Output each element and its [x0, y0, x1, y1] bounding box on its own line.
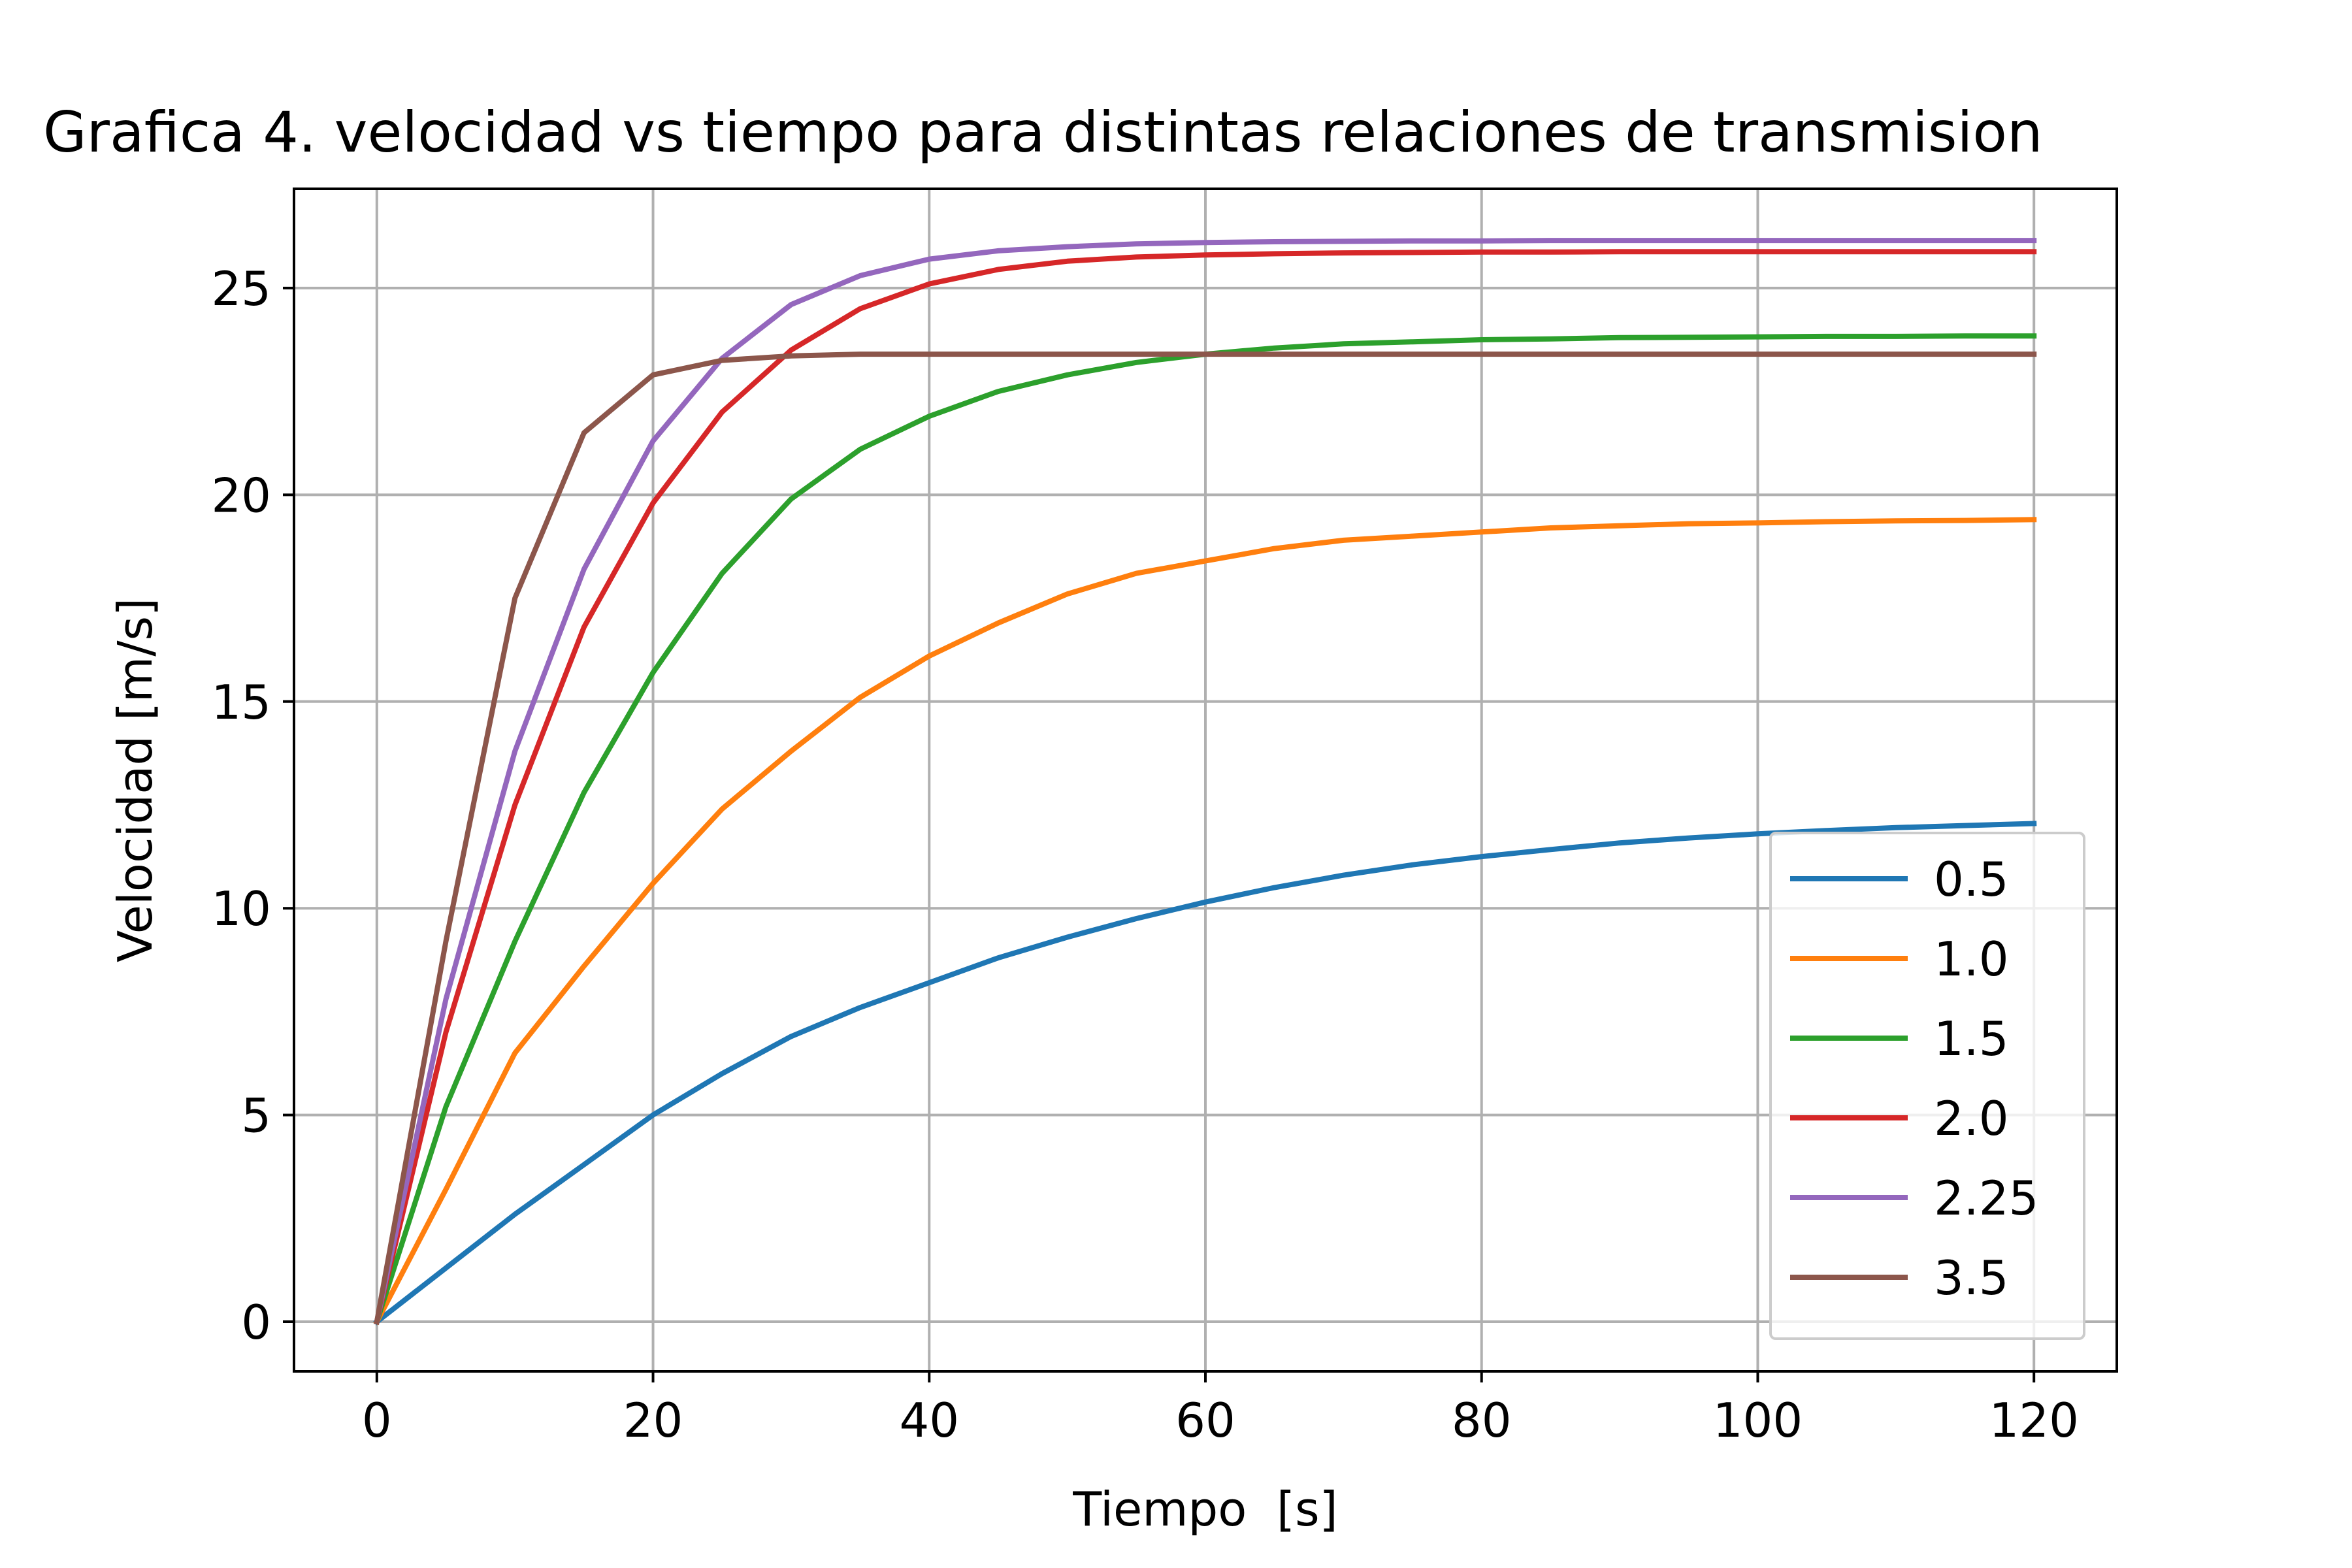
- legend-box: [1769, 832, 2085, 1340]
- legend-label: 1.5: [1934, 1011, 2009, 1066]
- x-axis-label: Tiempo [s]: [1072, 1482, 1337, 1537]
- x-tick-label: 120: [1989, 1393, 2078, 1448]
- y-tick-label: 25: [211, 261, 271, 316]
- x-tick-label: 40: [899, 1393, 959, 1448]
- y-tick-label: 0: [241, 1295, 271, 1350]
- axis-ticks: 0 20 40 60 80 100 120 0 5 10 15 20 25: [211, 261, 2079, 1448]
- x-tick-label: 60: [1175, 1393, 1235, 1448]
- legend: 0.5 1.0 1.5 2.0 2.25 3.5: [1769, 832, 2085, 1340]
- legend-label: 3.5: [1934, 1250, 2009, 1305]
- chart-title: Grafica 4. velocidad vs tiempo para dist…: [43, 100, 2043, 165]
- series-line-2.0: [373, 249, 2037, 1325]
- series-lines: [373, 238, 2037, 1326]
- x-tick-label: 0: [362, 1393, 392, 1448]
- y-tick-label: 10: [211, 881, 271, 936]
- legend-label: 0.5: [1934, 852, 2009, 907]
- legend-label: 2.0: [1934, 1091, 2009, 1146]
- x-tick-label: 20: [623, 1393, 683, 1448]
- y-axis-label: Velocidad [m/s]: [108, 598, 163, 962]
- x-tick-label: 100: [1713, 1393, 1803, 1448]
- y-tick-label: 5: [241, 1088, 271, 1143]
- series-line-2.25: [374, 238, 2037, 1325]
- y-tick-label: 20: [211, 468, 271, 523]
- legend-label: 2.25: [1934, 1171, 2038, 1226]
- series-line-0.5: [373, 821, 2037, 1326]
- x-tick-label: 80: [1452, 1393, 1512, 1448]
- y-tick-label: 15: [211, 675, 271, 730]
- series-line-1.0: [373, 517, 2037, 1326]
- legend-label: 1.0: [1934, 932, 2009, 987]
- series-line-3.5: [374, 351, 2037, 1325]
